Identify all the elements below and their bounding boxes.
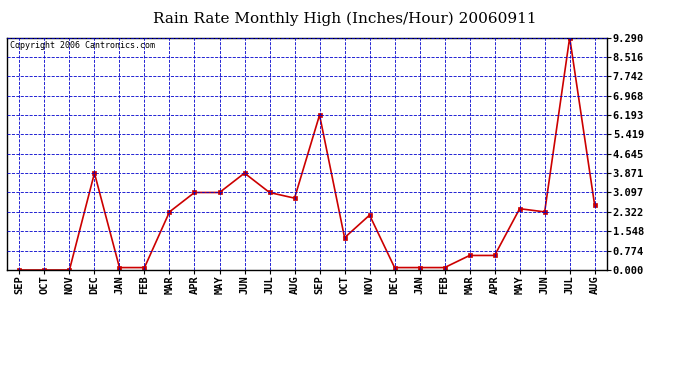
Text: Rain Rate Monthly High (Inches/Hour) 20060911: Rain Rate Monthly High (Inches/Hour) 200… [153, 11, 537, 26]
Text: Copyright 2006 Cantronics.com: Copyright 2006 Cantronics.com [10, 41, 155, 50]
